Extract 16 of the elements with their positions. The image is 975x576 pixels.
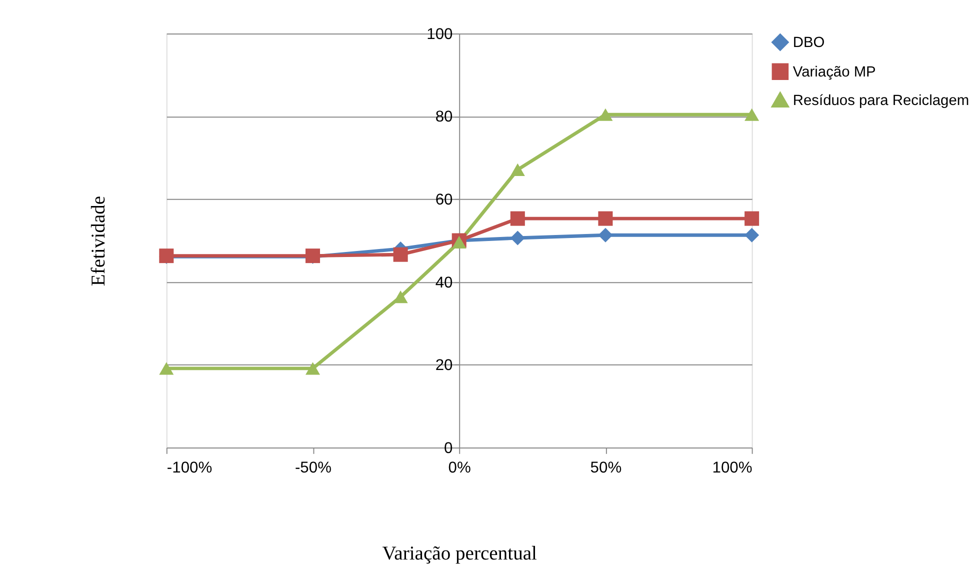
legend-label: Resíduos para Reciclagem	[792, 92, 970, 109]
y-axis-title: Efetividade	[88, 196, 110, 286]
y-tick-label: 0	[444, 440, 454, 457]
x-axis-title: Variação percentual	[382, 544, 538, 565]
legend-label: DBO	[792, 35, 825, 52]
y-tick-label: 60	[435, 191, 454, 208]
y-tick-label: 80	[435, 108, 454, 126]
y-tick-label: 100	[426, 26, 454, 43]
y-tick-label: 20	[435, 357, 454, 374]
x-tick-label: 50%	[590, 460, 622, 477]
x-tick-label: -50%	[294, 460, 332, 477]
y-tick-label: 40	[435, 274, 454, 292]
legend-label: Variação MP	[792, 64, 876, 81]
x-tick-label: -100%	[166, 460, 212, 477]
x-tick-label: 0%	[448, 460, 471, 477]
x-tick-label: 100%	[712, 460, 752, 477]
